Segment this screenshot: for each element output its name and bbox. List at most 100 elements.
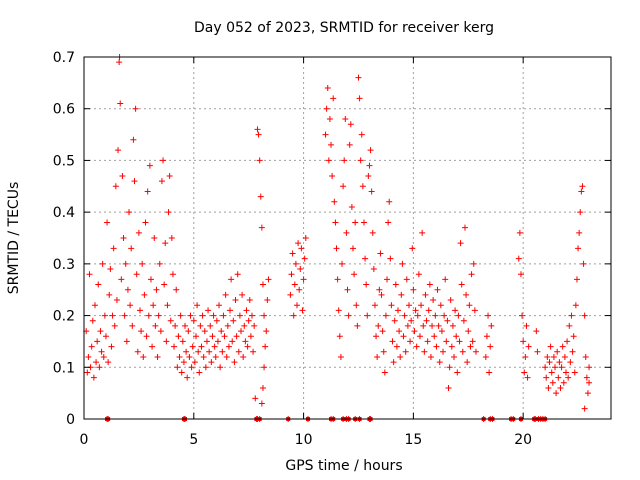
- data-point: [402, 348, 409, 355]
- data-point: [218, 328, 225, 335]
- data-point: [555, 374, 562, 381]
- data-point: [290, 312, 297, 319]
- data-point: [517, 271, 524, 278]
- data-point: [140, 353, 147, 360]
- data-point: [433, 343, 440, 350]
- data-point: [396, 328, 403, 335]
- data-point: [352, 219, 359, 226]
- data-point: [326, 116, 333, 123]
- data-point: [100, 353, 107, 360]
- x-tick-label: 10: [295, 432, 313, 448]
- data-point: [248, 312, 255, 319]
- data-point: [264, 297, 271, 304]
- data-point: [296, 286, 303, 293]
- data-point: [241, 322, 248, 329]
- data-point: [129, 322, 136, 329]
- data-point: [197, 322, 204, 329]
- data-point: [206, 348, 213, 355]
- data-point: [160, 157, 167, 164]
- data-point: [341, 157, 348, 164]
- data-point: [130, 136, 137, 143]
- data-point: [444, 317, 451, 324]
- data-point: [207, 322, 214, 329]
- data-point: [138, 328, 145, 335]
- data-point: [357, 157, 364, 164]
- data-point: [102, 333, 109, 340]
- data-point: [136, 307, 143, 314]
- data-point: [586, 379, 593, 386]
- data-point: [578, 188, 585, 195]
- data-point: [119, 172, 126, 179]
- data-point: [447, 297, 454, 304]
- x-axis-label: GPS time / hours: [285, 458, 402, 474]
- data-point: [543, 374, 550, 381]
- data-point: [166, 172, 173, 179]
- data-point: [254, 126, 261, 133]
- data-point: [265, 276, 272, 283]
- data-point: [359, 183, 366, 190]
- data-point: [151, 235, 158, 241]
- data-point: [435, 322, 442, 329]
- data-point: [302, 235, 309, 241]
- data-point: [90, 374, 97, 381]
- data-point: [575, 245, 582, 252]
- data-point: [348, 203, 355, 210]
- data-point: [567, 359, 574, 366]
- data-point: [295, 240, 302, 247]
- data-point: [389, 338, 396, 345]
- data-point: [438, 328, 445, 335]
- data-point: [259, 281, 266, 288]
- data-point: [287, 291, 294, 298]
- data-point: [101, 312, 108, 319]
- y-tick-label: 0.5: [53, 153, 75, 169]
- data-point: [95, 281, 102, 288]
- data-point: [442, 276, 449, 283]
- data-point: [418, 302, 425, 309]
- data-point: [210, 312, 217, 319]
- data-point: [155, 312, 162, 319]
- data-point: [144, 188, 151, 195]
- data-point: [216, 302, 223, 309]
- data-point: [217, 364, 224, 371]
- data-point: [109, 312, 116, 319]
- data-point: [487, 343, 494, 350]
- data-point: [523, 322, 530, 329]
- data-point: [453, 333, 460, 340]
- data-point: [222, 291, 229, 298]
- data-point: [247, 333, 254, 340]
- data-point: [554, 348, 561, 355]
- data-point: [335, 307, 342, 314]
- data-point: [534, 348, 541, 355]
- data-point: [358, 131, 365, 138]
- data-point: [300, 276, 307, 283]
- data-point: [570, 333, 577, 340]
- data-point: [400, 333, 407, 340]
- x-tick-label: 0: [80, 432, 89, 448]
- data-point: [381, 369, 388, 376]
- data-point: [376, 286, 383, 293]
- data-point: [189, 343, 196, 350]
- data-point: [123, 338, 130, 345]
- data-point: [582, 353, 589, 360]
- data-point: [239, 291, 246, 298]
- data-point: [156, 260, 163, 267]
- data-point: [261, 312, 268, 319]
- data-point: [573, 276, 580, 283]
- data-point: [533, 328, 540, 335]
- data-point: [339, 260, 346, 267]
- data-point: [409, 245, 416, 252]
- axis-ticks: 0 0.1 0.2 0.3 0.4 0.5 0.6 0.7 0 5 10 15 20: [53, 50, 611, 448]
- data-point: [328, 141, 335, 148]
- data-point: [392, 281, 399, 288]
- data-point: [183, 348, 190, 355]
- data-point: [449, 322, 456, 329]
- data-point: [572, 302, 579, 309]
- data-point: [196, 369, 203, 376]
- data-point: [110, 245, 117, 252]
- x-tick-label: 20: [514, 432, 532, 448]
- data-point: [167, 317, 174, 324]
- data-point: [205, 307, 212, 314]
- data-point: [560, 379, 567, 386]
- data-point: [547, 343, 554, 350]
- data-point: [250, 348, 257, 355]
